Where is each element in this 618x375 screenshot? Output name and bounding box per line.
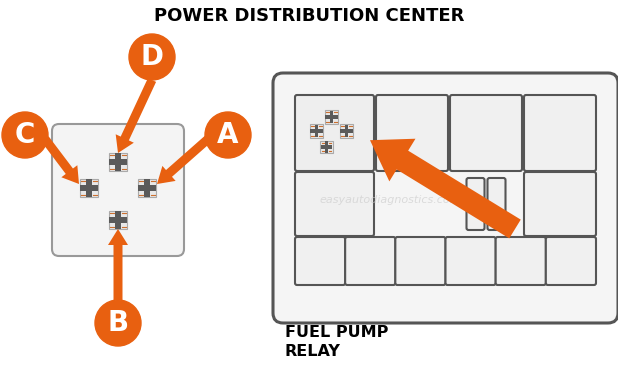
Bar [341,129,353,133]
Bar [315,125,318,137]
Polygon shape [157,136,211,184]
Circle shape [95,300,141,346]
Bar [325,115,338,119]
Bar [340,124,353,138]
Text: D: D [140,43,164,71]
Bar [310,129,323,133]
FancyBboxPatch shape [546,237,596,285]
Bar [324,141,328,153]
Bar [116,211,121,229]
FancyBboxPatch shape [524,95,596,171]
Text: C: C [15,121,35,149]
FancyBboxPatch shape [52,124,184,256]
FancyBboxPatch shape [295,95,374,171]
Bar [144,179,150,197]
Bar [329,111,334,123]
Circle shape [205,112,251,158]
Bar [80,178,98,197]
Polygon shape [370,139,521,238]
Polygon shape [41,136,79,184]
Bar [310,124,323,138]
FancyBboxPatch shape [273,73,618,323]
FancyBboxPatch shape [345,237,396,285]
Bar [109,159,127,165]
FancyBboxPatch shape [295,172,374,236]
Polygon shape [108,229,128,300]
Bar [80,185,98,191]
FancyBboxPatch shape [496,237,546,285]
FancyBboxPatch shape [467,178,485,230]
Text: FUEL PUMP
RELAY: FUEL PUMP RELAY [285,325,388,358]
Bar [321,145,332,149]
Bar [87,179,91,197]
Text: easyautodiagnostics.com: easyautodiagnostics.com [320,195,461,205]
Bar [116,153,121,171]
FancyBboxPatch shape [524,172,596,236]
Bar [325,110,338,124]
Text: POWER DISTRIBUTION CENTER: POWER DISTRIBUTION CENTER [154,7,464,25]
Text: B: B [108,309,129,337]
Polygon shape [116,78,156,153]
Bar [138,178,156,197]
FancyBboxPatch shape [396,237,446,285]
Bar [109,217,127,223]
Bar [109,153,127,171]
FancyBboxPatch shape [450,95,522,171]
Bar [345,125,349,137]
FancyBboxPatch shape [446,237,496,285]
FancyBboxPatch shape [376,95,448,171]
Circle shape [129,34,175,80]
Bar [321,141,332,153]
Bar [109,211,127,230]
Bar [138,185,156,191]
FancyBboxPatch shape [295,237,345,285]
Circle shape [2,112,48,158]
Text: A: A [218,121,239,149]
FancyBboxPatch shape [488,178,506,230]
